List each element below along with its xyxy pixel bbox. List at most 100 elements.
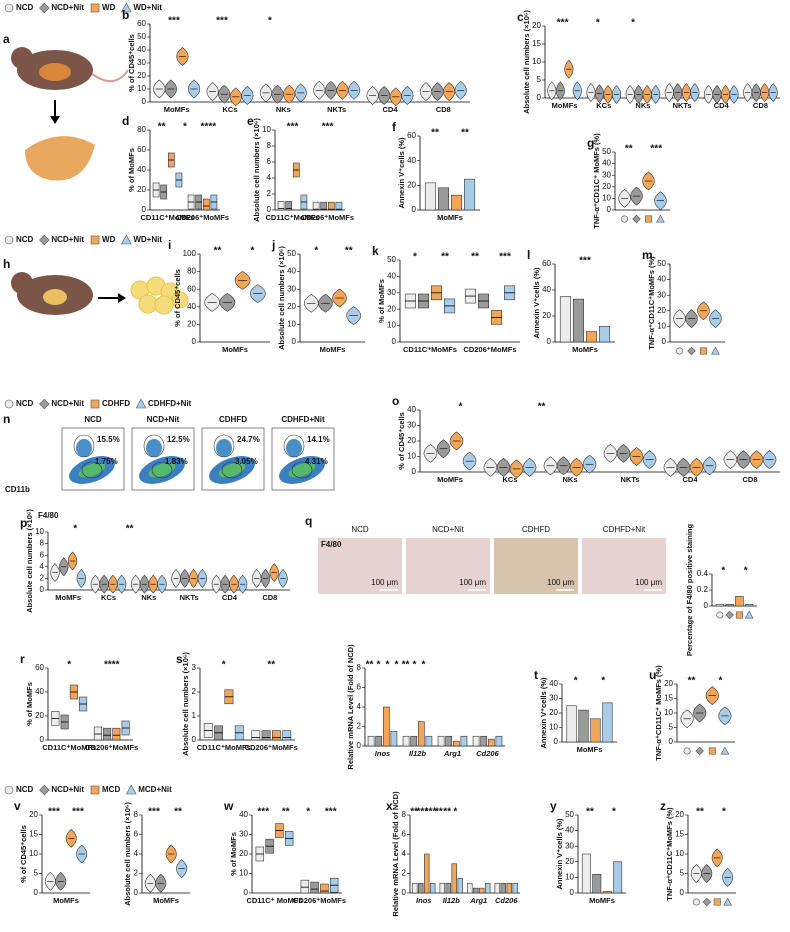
legend-swatch [4, 785, 14, 795]
x-tick-label: CD4 [382, 105, 398, 114]
y-tick-label: 60 [137, 19, 146, 28]
flow-density [148, 462, 176, 478]
y-tick-label: 0.2 [697, 585, 709, 594]
bar [464, 178, 476, 211]
y-tick-label: 6 [357, 683, 362, 692]
group-symbol [716, 611, 724, 619]
legend-label: NCD+Nit [51, 785, 84, 794]
bar [578, 709, 589, 743]
box [112, 727, 121, 741]
y-tick-label: 20 [407, 180, 416, 189]
scale-label: 100 μm [371, 578, 398, 587]
panel-label: n [3, 412, 10, 426]
y-tick-label: 30 [565, 841, 574, 850]
image-title: NCD+Nit [432, 525, 465, 534]
y-tick-label: 2 [134, 869, 139, 878]
y-axis-label: TNF-α⁺CD11C⁺MoMFs (%) [647, 256, 656, 350]
legend-label: WD+Nit [133, 3, 162, 12]
y-tick-label: 6 [267, 157, 272, 166]
y-tick-label: 40 [549, 679, 558, 688]
y-tick-label: 10 [664, 708, 673, 717]
y-axis-label: % of MoMFs [25, 682, 34, 726]
y-tick-label: 6 [402, 830, 407, 839]
y-axis-label: Absolute cell numbers (×10⁶) [123, 802, 132, 906]
y-tick-label: 10 [565, 873, 574, 882]
significance: * [601, 676, 605, 687]
legend-swatch [4, 399, 14, 409]
legend-swatch [39, 398, 50, 410]
y-axis-label: % of MoMFs [377, 279, 386, 323]
bar [437, 735, 445, 747]
legend-swatch [121, 234, 132, 245]
legend-label: WD [102, 3, 116, 12]
x-tick-label: NKTs [620, 475, 639, 484]
legend-swatch [4, 235, 14, 245]
panel-label: c [517, 10, 524, 24]
y-tick-label: 0 [537, 93, 542, 102]
flow-gate-value: 4.31% [305, 457, 328, 466]
significance: *** [579, 256, 591, 267]
image-title: NCD [351, 525, 369, 534]
significance: * [183, 122, 187, 133]
legend-label: NCD [16, 3, 34, 12]
y-axis-label: % of CD45⁺cells [173, 269, 182, 327]
y-tick-label: 2 [192, 687, 197, 696]
flow-gate [291, 461, 313, 479]
y-tick-label: 5 [680, 869, 685, 878]
y-tick-label: 0 [192, 337, 197, 346]
histology-image [318, 538, 402, 594]
x-tick-label: CD11C⁺MoMFs [42, 743, 96, 752]
y-tick-label: 0 [192, 735, 197, 744]
significance: * [721, 566, 725, 577]
y-tick-label: 10 [675, 849, 684, 858]
flow-gate [151, 461, 173, 479]
y-axis-label: Absolute cell numbers (×10⁶) [522, 10, 531, 114]
panel-label: d [122, 114, 129, 128]
y-tick-label: 8 [40, 539, 45, 548]
significance: ** [435, 807, 443, 818]
y-tick-label: 2 [357, 722, 362, 731]
legend-swatch [90, 3, 100, 13]
y-tick-label: 4 [134, 849, 139, 858]
x-tick-label: CD11C⁺MoMFs [197, 743, 251, 752]
bar [390, 731, 398, 747]
bar [613, 861, 623, 894]
x-tick-label: MoMFs [320, 345, 346, 354]
y-axis-label: % of CD45⁺cells [19, 825, 28, 883]
bar [437, 187, 449, 211]
bar [460, 735, 468, 747]
scale-label: 100 μm [547, 578, 574, 587]
y-tick-label: 20 [239, 849, 248, 858]
y-tick-label: 0 [292, 337, 297, 346]
significance: * [413, 252, 417, 263]
legend-swatch [135, 398, 147, 409]
box [103, 727, 112, 741]
significance: *** [425, 807, 437, 818]
y-tick-label: 40 [602, 159, 611, 168]
y-tick-label: 20 [35, 711, 44, 720]
y-tick-label: 50 [387, 255, 396, 264]
x-tick-label: CD206⁺MoMFs [293, 896, 346, 905]
y-tick-label: 30 [137, 58, 146, 67]
box [251, 730, 261, 741]
significance: * [422, 660, 426, 671]
legend-label: WD [102, 235, 116, 244]
significance: *** [216, 16, 228, 27]
x-tick-label: MoMFs [53, 896, 79, 905]
x-tick-label: MoMFs [552, 101, 578, 110]
group-symbol [687, 346, 696, 356]
group-symbol [744, 610, 754, 619]
bar [602, 891, 612, 894]
y-tick-label: 40 [565, 826, 574, 835]
x-tick-label: NKTs [327, 105, 346, 114]
x-tick-label: MoMFs [55, 593, 81, 602]
y-tick-label: 15 [664, 694, 673, 703]
y-tick-label: 20 [29, 810, 38, 819]
flow-x-axis: F4/80 [38, 511, 59, 520]
flow-title: NCD [84, 415, 102, 424]
stain-label: F4/80 [321, 540, 342, 549]
y-tick-label: 0 [412, 467, 417, 476]
significance: ** [688, 676, 696, 687]
box [277, 201, 285, 211]
bar [451, 194, 463, 211]
